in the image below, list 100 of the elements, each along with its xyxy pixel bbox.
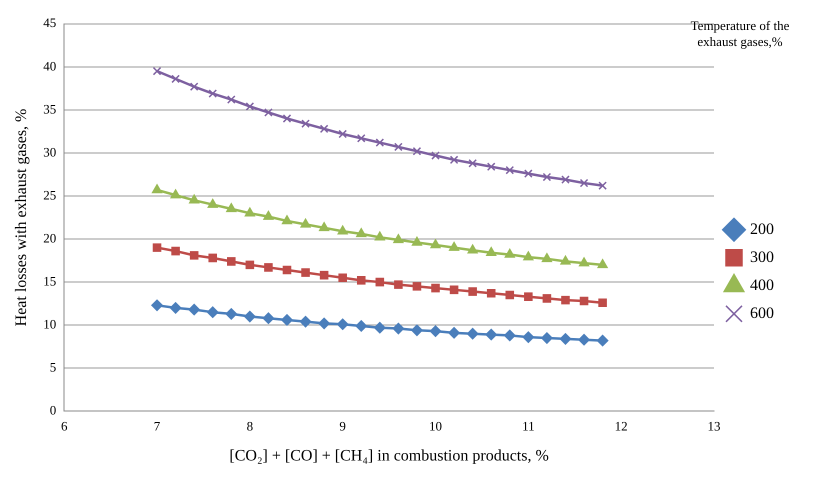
point xyxy=(206,306,218,318)
point xyxy=(486,288,496,298)
point xyxy=(336,318,348,330)
point xyxy=(226,203,236,212)
point xyxy=(411,324,423,336)
point xyxy=(264,263,273,272)
y-axis-title: Heat losses with exhaust gases, % xyxy=(12,108,30,326)
legend-label: 600 xyxy=(750,305,774,322)
point xyxy=(188,304,200,316)
point xyxy=(580,296,588,306)
point xyxy=(412,146,422,156)
point xyxy=(393,234,404,244)
point xyxy=(282,215,292,224)
point xyxy=(152,184,162,194)
x-tick-label: 7 xyxy=(154,418,161,434)
point xyxy=(374,232,385,241)
point xyxy=(523,251,534,260)
x-tick-label: 10 xyxy=(429,418,442,434)
point xyxy=(226,308,238,320)
point xyxy=(505,166,514,174)
point xyxy=(392,322,404,334)
point xyxy=(300,316,312,328)
point xyxy=(171,246,180,256)
y-tick-label: 30 xyxy=(43,144,56,160)
point xyxy=(170,189,181,198)
point xyxy=(578,334,590,346)
point xyxy=(412,282,422,291)
point xyxy=(412,236,422,246)
point xyxy=(431,151,440,160)
point xyxy=(246,102,254,111)
y-tick-label: 40 xyxy=(43,58,56,74)
point xyxy=(227,95,236,104)
point xyxy=(262,312,274,324)
point xyxy=(542,172,552,182)
point xyxy=(320,124,328,134)
legend-label: 200 xyxy=(750,221,774,238)
point xyxy=(170,302,182,314)
point xyxy=(282,266,292,274)
point xyxy=(376,278,384,286)
point xyxy=(505,290,514,300)
point xyxy=(598,298,607,308)
point xyxy=(448,327,460,339)
point xyxy=(171,74,180,84)
point xyxy=(524,292,533,301)
point xyxy=(504,330,516,342)
point xyxy=(281,314,293,326)
point xyxy=(356,320,367,332)
point xyxy=(522,331,534,343)
point xyxy=(598,259,608,268)
point xyxy=(541,332,553,344)
point xyxy=(394,142,403,152)
point xyxy=(598,181,607,190)
point xyxy=(318,318,330,330)
x-tick-label: 6 xyxy=(60,418,68,434)
point xyxy=(338,226,348,235)
point xyxy=(486,247,496,256)
point xyxy=(560,333,572,345)
point xyxy=(449,242,460,251)
point xyxy=(430,239,441,248)
point xyxy=(227,257,236,266)
point xyxy=(356,134,366,143)
point xyxy=(263,210,274,220)
point xyxy=(151,300,163,312)
point xyxy=(356,276,366,285)
point xyxy=(208,254,218,262)
point xyxy=(394,280,403,289)
y-tick-label: 5 xyxy=(50,360,56,375)
point xyxy=(430,325,442,337)
point xyxy=(301,119,310,128)
x-tick-label: 11 xyxy=(522,418,535,434)
x-tick-label: 8 xyxy=(246,418,254,434)
point xyxy=(190,251,198,260)
point xyxy=(338,273,347,282)
point xyxy=(486,162,496,171)
point xyxy=(374,322,386,334)
x-tick-label: 13 xyxy=(708,418,720,434)
point xyxy=(485,328,497,340)
point xyxy=(580,178,588,188)
point xyxy=(244,310,256,322)
y-tick-label: 10 xyxy=(43,316,56,332)
point xyxy=(152,243,162,252)
y-tick-label: 20 xyxy=(43,230,56,246)
point xyxy=(152,66,162,76)
point xyxy=(376,138,384,147)
point xyxy=(542,253,552,262)
point xyxy=(596,334,608,346)
x-tick-label: 9 xyxy=(339,418,346,434)
point xyxy=(561,296,570,304)
y-tick-label: 25 xyxy=(43,187,56,202)
point xyxy=(190,82,198,91)
point xyxy=(300,218,311,228)
point xyxy=(301,268,310,277)
point xyxy=(450,286,458,294)
point xyxy=(524,169,533,178)
point xyxy=(244,207,255,216)
point xyxy=(264,108,273,117)
legend-title: Temperature of the exhaust gases,% xyxy=(690,18,790,49)
point xyxy=(320,270,328,280)
y-tick-label: 15 xyxy=(43,273,56,288)
point xyxy=(504,248,515,258)
